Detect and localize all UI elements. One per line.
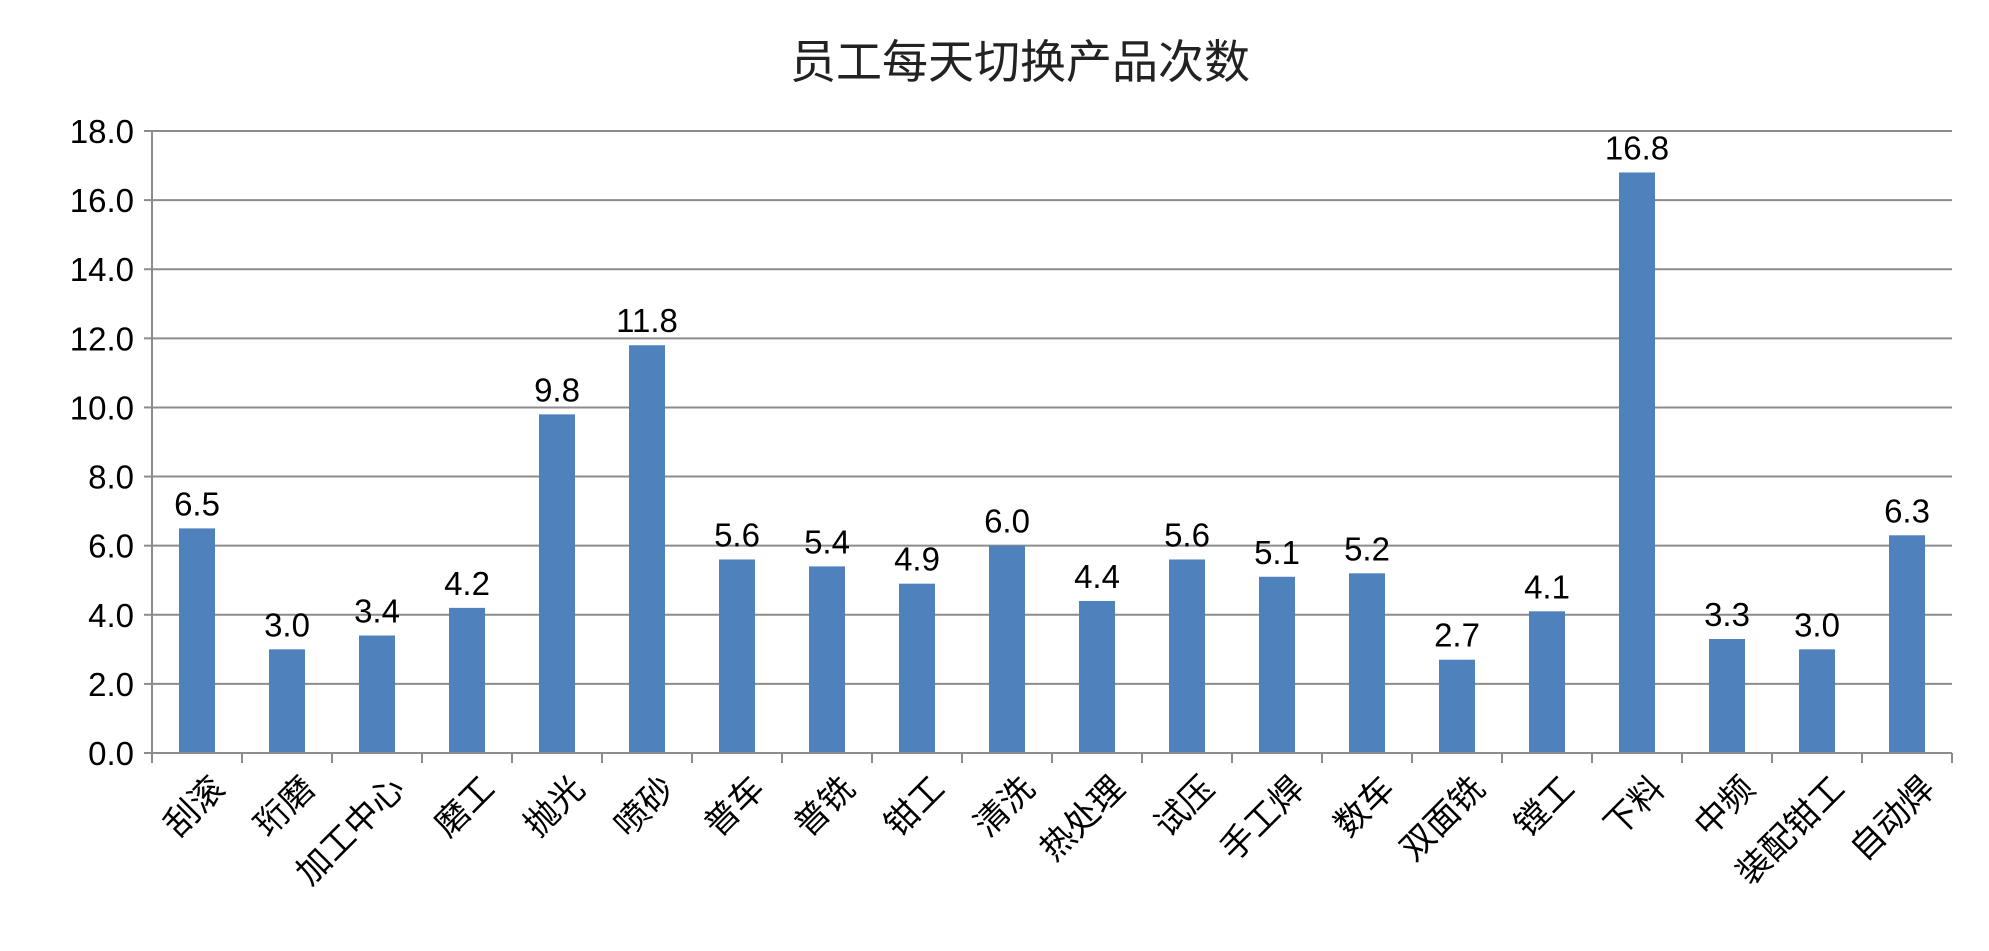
data-label: 5.4 bbox=[804, 523, 850, 560]
bar bbox=[1259, 576, 1295, 753]
y-tick-label: 14.0 bbox=[70, 251, 134, 288]
y-tick-label: 4.0 bbox=[88, 597, 134, 634]
data-label: 9.8 bbox=[534, 371, 580, 408]
bar bbox=[1619, 172, 1655, 753]
bar bbox=[1889, 535, 1925, 753]
x-category-label: 数车 bbox=[1327, 769, 1403, 845]
x-axis-category-labels: 刮滚 珩磨加工中心 磨工 抛光 喷砂 普车 普铣 钳工 清洗热处理 试压手工焊 数车双面铣 镗工 下料中… bbox=[157, 769, 1943, 893]
bar bbox=[1079, 600, 1115, 753]
data-label: 11.8 bbox=[616, 302, 678, 339]
y-tick-label: 0.0 bbox=[88, 735, 134, 772]
bar bbox=[539, 414, 575, 753]
bar bbox=[179, 528, 215, 753]
x-category-label: 镗工 bbox=[1507, 769, 1583, 845]
data-label: 6.3 bbox=[1884, 492, 1930, 529]
x-category-label: 珩磨 bbox=[247, 769, 323, 845]
data-label: 6.5 bbox=[174, 485, 220, 522]
x-category-label: 中频 bbox=[1687, 769, 1763, 845]
data-labels: 6.5 3.0 3.4 4.2 9.8 11.8 5.6 5.4 4.9 6.0 4.4 5.6 5.1… bbox=[174, 129, 1930, 653]
bar bbox=[1169, 559, 1205, 753]
bar bbox=[1799, 649, 1835, 753]
data-label: 4.1 bbox=[1524, 568, 1570, 605]
x-category-label: 普车 bbox=[697, 769, 773, 845]
data-label: 5.1 bbox=[1254, 534, 1300, 571]
bar bbox=[989, 545, 1025, 753]
bar bbox=[809, 566, 845, 753]
y-tick-label: 8.0 bbox=[88, 459, 134, 496]
axes bbox=[151, 131, 1953, 763]
data-label: 3.0 bbox=[1794, 606, 1840, 643]
bar bbox=[269, 649, 305, 753]
x-category-label: 喷砂 bbox=[607, 769, 683, 845]
y-tick-label: 12.0 bbox=[70, 320, 134, 357]
y-tick-label: 16.0 bbox=[70, 182, 134, 219]
x-category-label: 手工焊 bbox=[1212, 769, 1312, 869]
data-label: 2.7 bbox=[1434, 617, 1480, 654]
data-label: 4.9 bbox=[894, 541, 940, 578]
data-label: 5.6 bbox=[714, 516, 760, 553]
x-category-label: 磨工 bbox=[427, 769, 503, 845]
x-category-label: 下料 bbox=[1597, 769, 1673, 845]
bar bbox=[719, 559, 755, 753]
x-category-label: 热处理 bbox=[1032, 769, 1132, 869]
x-category-label: 双面铣 bbox=[1392, 769, 1492, 869]
y-tick-label: 10.0 bbox=[70, 389, 134, 426]
data-label: 3.0 bbox=[264, 606, 310, 643]
bar bbox=[899, 583, 935, 753]
x-category-label: 自动焊 bbox=[1842, 769, 1942, 869]
y-axis-ticks: 0.0 2.0 4.0 6.0 8.0 10.0 12.0 14.0 16.0 18.0 bbox=[70, 113, 152, 772]
data-label: 3.4 bbox=[354, 593, 400, 630]
gridlines bbox=[152, 130, 1952, 685]
bar bbox=[1439, 659, 1475, 753]
y-tick-label: 18.0 bbox=[70, 113, 134, 150]
y-tick-label: 6.0 bbox=[88, 528, 134, 565]
x-category-label: 普铣 bbox=[787, 769, 863, 845]
bar bbox=[449, 607, 485, 753]
y-tick-label: 2.0 bbox=[88, 666, 134, 703]
x-category-label: 清洗 bbox=[967, 769, 1043, 845]
bar bbox=[1709, 638, 1745, 753]
data-label: 16.8 bbox=[1605, 129, 1669, 166]
bars bbox=[179, 172, 1925, 753]
data-label: 3.3 bbox=[1704, 596, 1750, 633]
chart-title: 员工每天切换产品次数 bbox=[790, 35, 1250, 89]
data-label: 5.2 bbox=[1344, 530, 1390, 567]
bar bbox=[629, 345, 665, 753]
data-label: 6.0 bbox=[984, 503, 1030, 540]
x-category-label: 刮滚 bbox=[157, 769, 233, 845]
bar bbox=[359, 635, 395, 753]
data-label: 4.4 bbox=[1074, 558, 1120, 595]
data-label: 5.6 bbox=[1164, 516, 1210, 553]
bar bbox=[1529, 611, 1565, 753]
bar bbox=[1349, 573, 1385, 753]
x-category-label: 抛光 bbox=[517, 769, 593, 845]
x-category-label: 试压 bbox=[1147, 769, 1223, 845]
x-category-label: 钳工 bbox=[877, 769, 953, 845]
data-label: 4.2 bbox=[444, 565, 490, 602]
